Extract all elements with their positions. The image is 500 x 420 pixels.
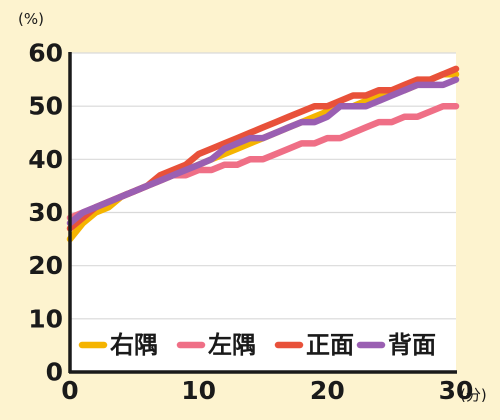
- axes: [68, 52, 457, 374]
- y-tick-label: 30: [28, 198, 63, 227]
- tick-labels: 0 10 20 30 40 50 60 0 10 20 30: [28, 39, 473, 406]
- legend-label-4: 背面: [388, 331, 436, 359]
- y-tick-label: 50: [28, 92, 63, 121]
- x-tick-label: 20: [310, 376, 345, 405]
- series-layer: [66, 65, 460, 243]
- y-axis-unit: (%): [18, 10, 44, 28]
- legend: 右隅 左隅 正面 背面: [78, 331, 436, 359]
- series-line-4: [66, 76, 460, 227]
- x-tick-label: 10: [181, 376, 216, 405]
- x-tick-label: 30: [439, 376, 474, 405]
- x-axis-unit: (分): [460, 386, 487, 404]
- legend-label-3: 正面: [306, 331, 354, 359]
- y-tick-label: 20: [28, 251, 63, 280]
- legend-label-1: 右隅: [110, 331, 158, 359]
- y-tick-label: 60: [28, 39, 63, 68]
- x-tick-label: 0: [61, 376, 78, 405]
- y-tick-label: 10: [28, 304, 63, 333]
- y-tick-label: 0: [46, 358, 63, 387]
- y-tick-label: 40: [28, 145, 63, 174]
- legend-label-2: 左隅: [208, 331, 256, 359]
